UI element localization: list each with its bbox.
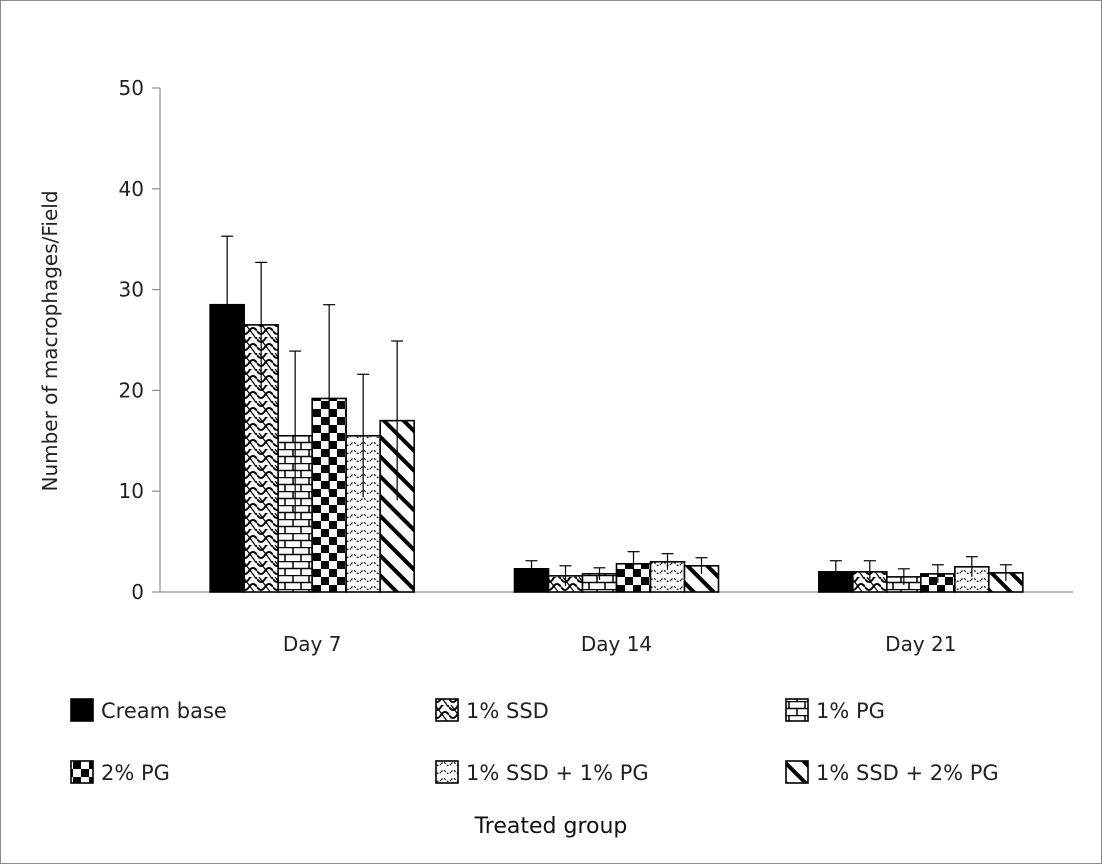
legend-swatch xyxy=(435,698,459,722)
legend-swatch xyxy=(785,698,809,722)
y-tick-label: 50 xyxy=(119,76,144,100)
legend-swatch xyxy=(70,760,94,784)
legend: Cream base 1% SSD 1% PG 2% PG 1% SSD + 1% PG… xyxy=(70,698,999,785)
y-axis-title: Number of macrophages/Field xyxy=(38,190,62,491)
legend-label: 1% SSD + 2% PG xyxy=(816,761,999,785)
y-tick-label: 0 xyxy=(131,580,144,604)
bars xyxy=(209,303,1024,593)
y-tick-label: 40 xyxy=(119,177,144,201)
y-tick-label: 20 xyxy=(119,378,144,402)
legend-label: Cream base xyxy=(101,699,227,723)
legend-label: 2% PG xyxy=(101,761,170,785)
legend-swatch xyxy=(435,760,459,784)
x-axis-ticks: Day 7 Day 14 Day 21 xyxy=(283,632,957,656)
legend-label: 1% SSD xyxy=(466,699,549,723)
legend-swatch xyxy=(785,760,809,784)
legend-swatch xyxy=(70,698,94,722)
error-bars xyxy=(221,235,1012,586)
legend-label: 1% SSD + 1% PG xyxy=(466,761,649,785)
y-tick-label: 10 xyxy=(119,479,144,503)
legend-label: 1% PG xyxy=(816,699,885,723)
x-tick-label: Day 14 xyxy=(581,632,652,656)
y-tick-label: 30 xyxy=(119,278,144,302)
x-axis-title: Treated group xyxy=(474,814,628,839)
x-tick-label: Day 21 xyxy=(885,632,956,656)
y-axis-ticks: 0 10 20 30 40 50 xyxy=(119,76,160,604)
x-tick-label: Day 7 xyxy=(283,632,342,656)
